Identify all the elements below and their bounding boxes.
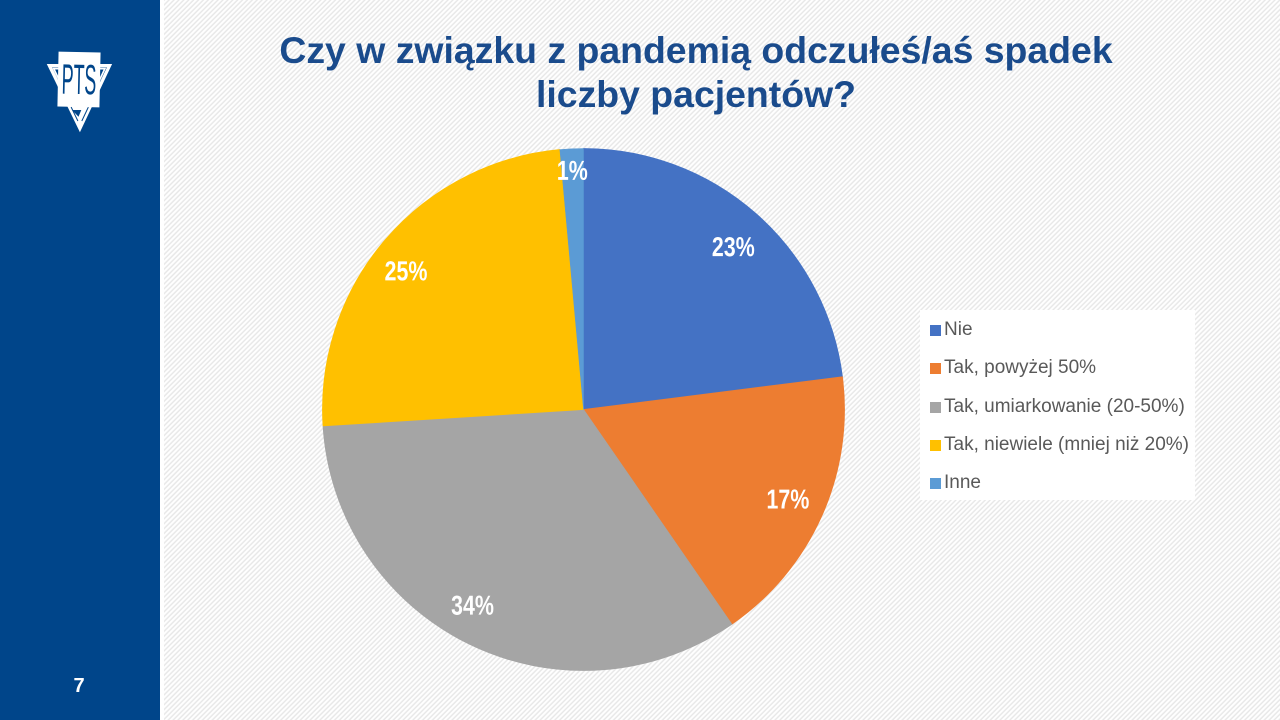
- svg-text:PTS: PTS: [61, 55, 97, 104]
